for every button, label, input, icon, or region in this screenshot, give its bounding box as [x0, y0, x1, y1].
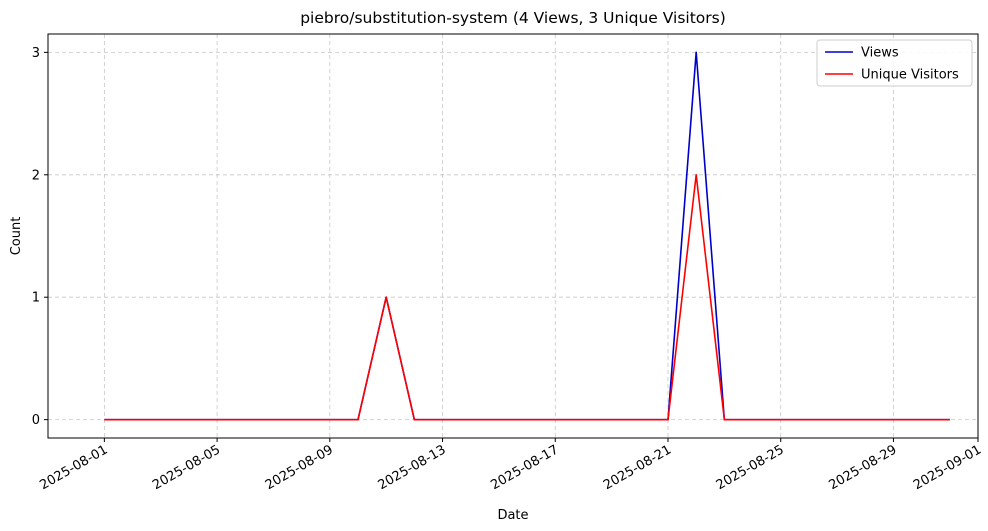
chart-title: piebro/substitution-system (4 Views, 3 U… [300, 9, 726, 27]
legend-label: Unique Visitors [861, 68, 959, 83]
series-line-views [104, 51, 950, 421]
legend: Views Unique Visitors [816, 39, 973, 87]
x-axis-label: Date [497, 508, 528, 523]
y-tick-label: 0 [32, 413, 40, 428]
x-tick-label: 2025-08-21 [601, 442, 674, 493]
x-tick-label: 2025-08-01 [37, 442, 110, 493]
legend-box [816, 39, 973, 87]
x-tick-label: 2025-08-29 [827, 442, 900, 493]
x-tick-label: 2025-09-01 [911, 442, 984, 493]
x-axis: 2025-08-01 2025-08-05 2025-08-09 2025-08-13… [37, 438, 984, 493]
x-tick-label: 2025-08-13 [376, 442, 449, 493]
grid [48, 34, 979, 438]
y-axis-label: Count [9, 217, 24, 256]
y-axis: 0 1 2 3 [32, 46, 48, 428]
x-tick-label: 2025-08-09 [263, 442, 336, 493]
legend-label: Views [861, 46, 899, 61]
y-tick-label: 3 [32, 46, 40, 61]
x-tick-label: 2025-08-17 [488, 442, 561, 493]
y-tick-label: 2 [32, 168, 40, 183]
x-tick-label: 2025-08-05 [150, 442, 223, 493]
series-lines [104, 51, 950, 421]
plot-frame [47, 33, 979, 439]
y-tick-label: 1 [32, 291, 40, 306]
x-tick-label: 2025-08-25 [714, 442, 787, 493]
series-line-unique-visitors [104, 173, 950, 421]
